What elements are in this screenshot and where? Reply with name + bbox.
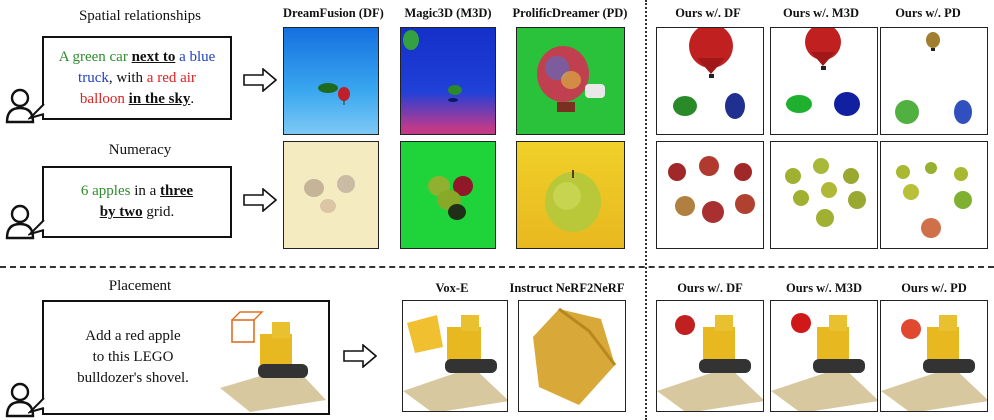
spatial-df-image xyxy=(283,27,379,135)
prompt-six-apples: 6 apples xyxy=(80,183,131,199)
prompt-by-two: by two xyxy=(99,204,143,220)
apples-render xyxy=(896,162,972,238)
prompt-with: , with xyxy=(108,69,147,86)
spatial-m3d-image xyxy=(400,27,496,135)
spatial-prompt-line-3: balloon in the sky. xyxy=(80,89,194,110)
right-arrow-icon xyxy=(243,68,277,92)
spatial-prompt-line-2: truck, with a red air xyxy=(78,68,196,89)
lego-bulldozer-render xyxy=(403,315,507,411)
vertical-dotted-separator xyxy=(645,0,647,420)
placement-ours-df-image xyxy=(656,300,764,412)
header-magic3d: Magic3D (M3D) xyxy=(404,6,492,20)
prompt-a-blue: a blue xyxy=(175,48,216,65)
prompt-green-car: A green car xyxy=(58,48,132,65)
prompt-red-air: a red air xyxy=(146,69,196,86)
bubble-tail-icon xyxy=(28,398,45,414)
car-balloon-render xyxy=(786,28,860,116)
car-balloon-render xyxy=(895,32,972,124)
header-ours-pd: Ours w/. PD xyxy=(895,6,961,20)
prompt-period: . xyxy=(190,90,195,107)
header-dreamfusion: DreamFusion (DF) xyxy=(283,6,384,20)
lego-bulldozer-render xyxy=(881,315,987,411)
placement-ours-m3d-image xyxy=(770,300,878,412)
placement-ours-pd-image xyxy=(880,300,988,412)
header-instruct-nerf2nerf: Instruct NeRF2NeRF xyxy=(509,281,625,295)
prompt-balloon: balloon xyxy=(79,90,125,107)
prompt-truck: truck xyxy=(78,69,109,86)
numeracy-m3d-image xyxy=(400,141,496,249)
numeracy-ours-m3d-image xyxy=(770,141,878,249)
lego-bulldozer-render xyxy=(657,315,763,411)
apples-render xyxy=(785,158,866,227)
spatial-pd-image xyxy=(516,27,625,135)
header-ours-pd-bottom: Ours w/. PD xyxy=(901,281,967,295)
header-ours-m3d-bottom: Ours w/. M3D xyxy=(785,281,863,295)
header-ours-df: Ours w/. DF xyxy=(675,6,741,20)
header-voxe: Vox-E xyxy=(435,281,469,295)
prompt-three: three xyxy=(160,183,194,199)
spatial-prompt-bubble: A green car next to a blue truck, with a… xyxy=(42,36,232,120)
bubble-tail-icon xyxy=(28,104,45,120)
apples-render xyxy=(428,176,473,220)
header-ours-m3d: Ours w/. M3D xyxy=(782,6,860,20)
prompt-in-a: in a xyxy=(130,183,161,199)
placement-prompt-text: Add a red apple to this LEGO bulldozer's… xyxy=(58,326,208,389)
header-prolificdreamer: ProlificDreamer (PD) xyxy=(512,6,628,20)
numeracy-ours-pd-image xyxy=(880,141,988,249)
numeracy-ours-df-image xyxy=(656,141,764,249)
spatial-ours-pd-image xyxy=(880,27,988,135)
numeracy-prompt-line-2: by two grid. xyxy=(100,202,175,223)
horizontal-dashed-separator xyxy=(0,266,994,268)
placement-row-label: Placement xyxy=(108,278,172,294)
spatial-prompt-line-1: A green car next to a blue xyxy=(59,47,216,68)
placement-prompt-line-3: bulldozer's shovel. xyxy=(77,370,189,386)
bubble-tail-icon xyxy=(28,220,45,236)
apples-render xyxy=(304,175,355,213)
car-balloon-render xyxy=(537,46,605,112)
spatial-ours-m3d-image xyxy=(770,27,878,135)
numeracy-row-label: Numeracy xyxy=(108,142,172,158)
lego-bulldozer-render xyxy=(771,313,877,411)
placement-prompt-line-2: to this LEGO xyxy=(92,349,174,365)
placement-prompt-line-1: Add a red apple xyxy=(85,328,181,344)
numeracy-prompt-line-1: 6 apples in a three xyxy=(81,181,193,202)
apples-render xyxy=(668,156,755,223)
car-balloon-render xyxy=(673,28,745,119)
placement-in2n-image xyxy=(518,300,626,412)
car-balloon-render xyxy=(403,30,462,102)
placement-voxe-image xyxy=(402,300,508,412)
header-ours-df-bottom: Ours w/. DF xyxy=(677,281,743,295)
right-arrow-icon xyxy=(243,188,277,212)
placement-prompt-bubble: Add a red apple to this LEGO bulldozer's… xyxy=(42,300,330,415)
numeracy-pd-image xyxy=(516,141,625,249)
prompt-grid: grid. xyxy=(142,204,175,220)
spatial-ours-df-image xyxy=(656,27,764,135)
lego-bulldozer-render xyxy=(533,307,617,405)
lego-bulldozer-input-image xyxy=(220,311,326,412)
spatial-row-label: Spatial relationships xyxy=(78,8,202,24)
prompt-in-the-sky: in the sky xyxy=(128,90,191,107)
prompt-next-to: next to xyxy=(131,48,176,65)
car-balloon-render xyxy=(318,83,350,105)
apples-render xyxy=(545,170,601,232)
right-arrow-icon xyxy=(343,344,377,368)
numeracy-df-image xyxy=(283,141,379,249)
numeracy-prompt-bubble: 6 apples in a three by two grid. xyxy=(42,166,232,238)
